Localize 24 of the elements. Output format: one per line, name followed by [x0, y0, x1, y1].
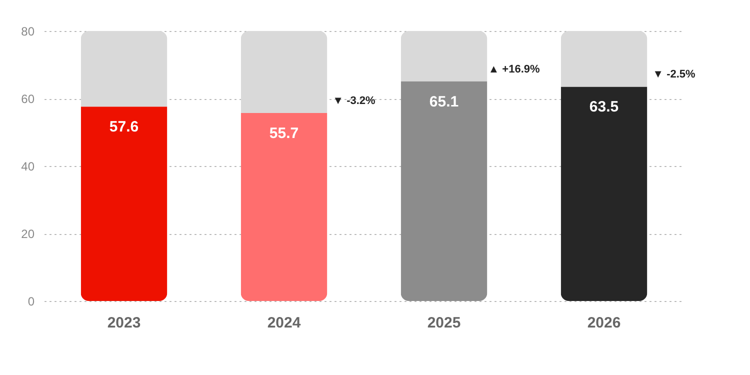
- y-tick-label: 80: [21, 24, 35, 38]
- annotation: ▼ -3.2%: [332, 95, 376, 108]
- annotation: ▲ +16.9%: [488, 63, 540, 76]
- bar: [400, 31, 488, 82]
- x-tick-label: 2026: [587, 314, 621, 332]
- bar: [560, 86, 648, 301]
- y-tick-label: 60: [21, 92, 35, 106]
- bar: [240, 31, 328, 114]
- y-tick-label: 20: [21, 227, 35, 241]
- bar: [240, 113, 328, 301]
- x-tick-label: 2023: [107, 314, 141, 332]
- bar: [560, 31, 648, 87]
- bar: [80, 31, 168, 107]
- y-tick-label: 0: [28, 294, 35, 308]
- data-label: 65.1: [429, 93, 459, 110]
- data-label: 55.7: [269, 125, 299, 142]
- x-tick-label: 2024: [267, 314, 302, 332]
- bar: [80, 106, 168, 301]
- bar: [400, 81, 488, 301]
- y-tick-label: 40: [21, 160, 35, 174]
- data-label: 63.5: [589, 98, 619, 116]
- annotation: ▼ -2.5%: [652, 68, 696, 81]
- x-tick-label: 2025: [427, 314, 461, 332]
- data-label: 57.6: [109, 118, 139, 136]
